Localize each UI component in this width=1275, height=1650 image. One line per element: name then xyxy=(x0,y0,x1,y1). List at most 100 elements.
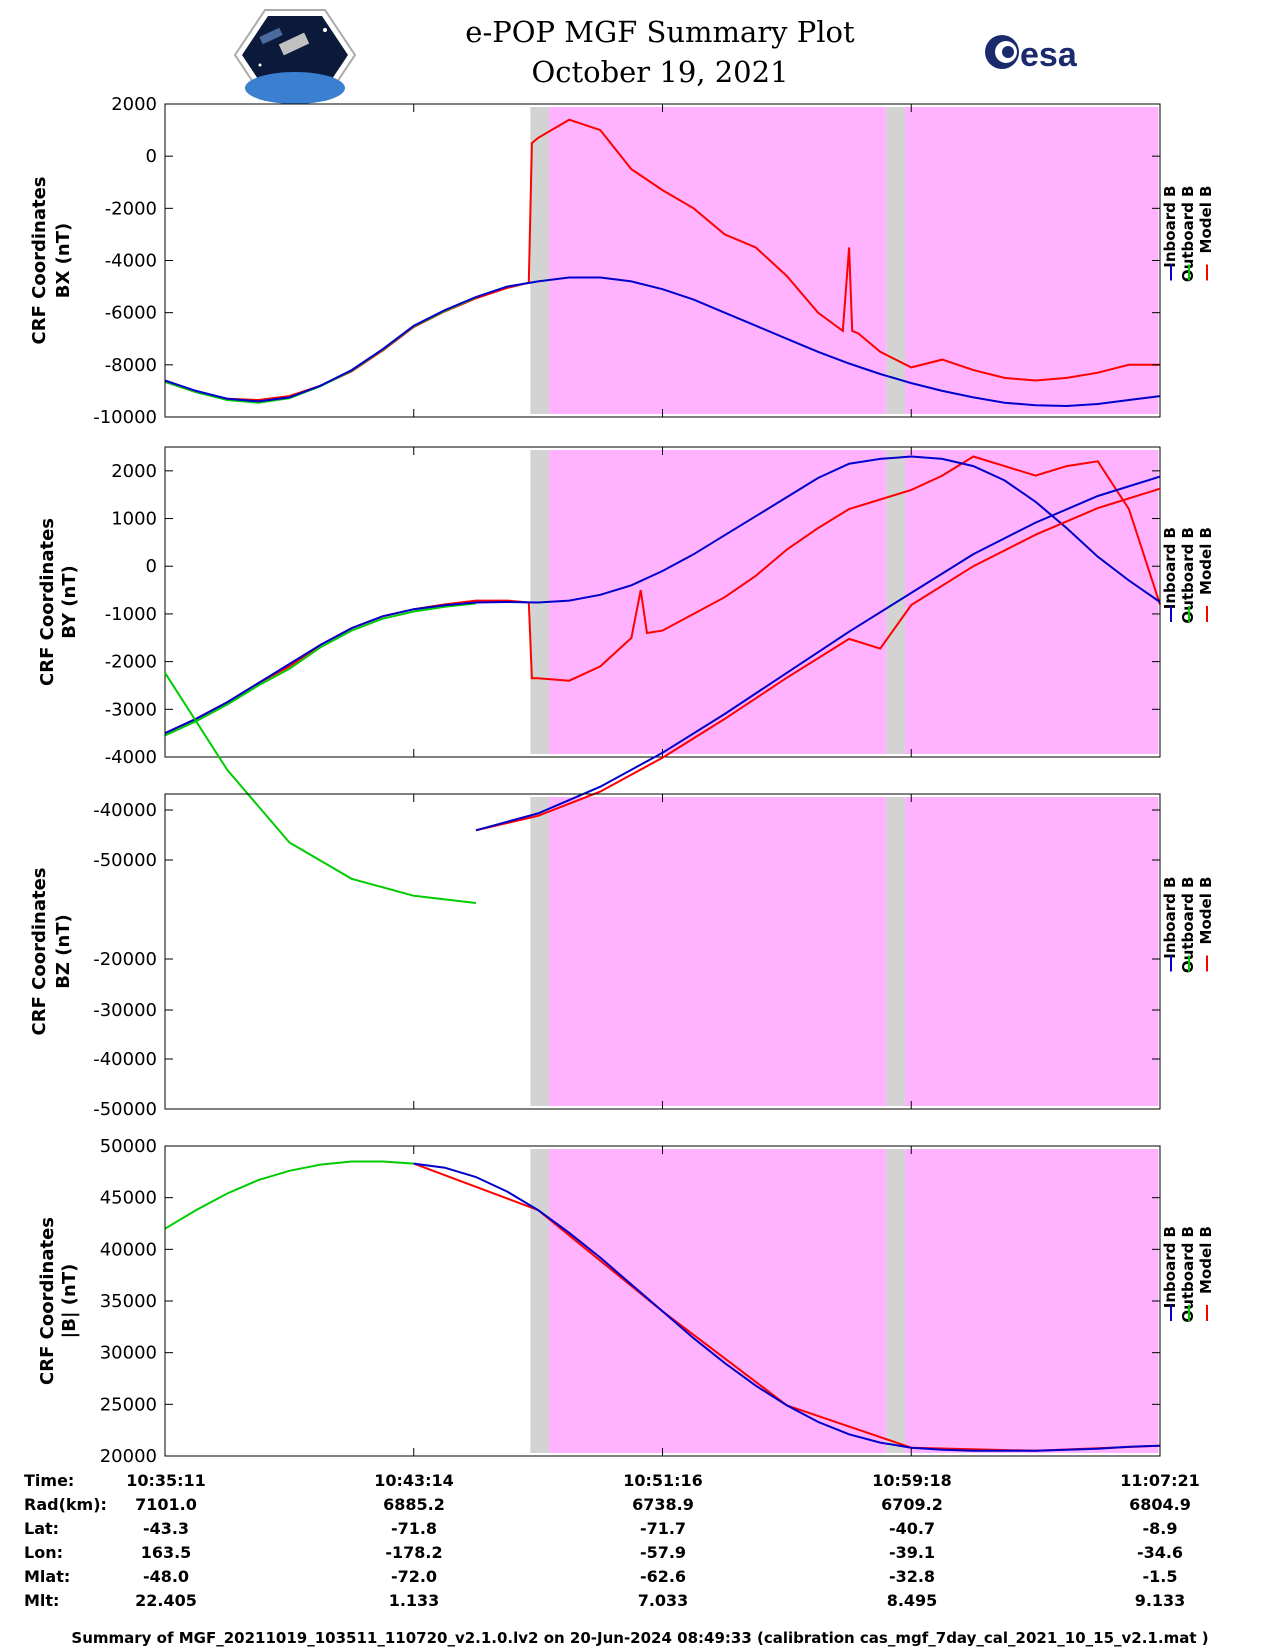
series-line-model-b xyxy=(475,487,1161,832)
series-line-inboard-b xyxy=(475,475,1161,832)
y-tick-label: -6000 xyxy=(105,303,157,324)
magenta-band xyxy=(549,797,887,1106)
y-tick-label: -50000 xyxy=(93,1099,157,1120)
table-row-label: Time: xyxy=(24,1471,74,1490)
panel-by: 2000 1000 0 -1000 -2000 -3000 -4000 CRF Coordin… xyxy=(37,446,1215,768)
ephemeris-table: Time: Rad(km): Lat: Lon: Mlat: Mlt: 10:35:11 71… xyxy=(24,1471,1200,1610)
table-cell: 8.495 xyxy=(887,1591,938,1610)
y-tick-label: -3000 xyxy=(105,699,157,720)
y-axis-label-line-2: BY (nT) xyxy=(59,565,80,639)
table-cell: -39.1 xyxy=(889,1543,935,1562)
table-cell: 163.5 xyxy=(141,1543,192,1562)
table-cell: -43.3 xyxy=(143,1519,189,1538)
y-tick-label: 0 xyxy=(146,146,157,167)
table-row-label: Mlat: xyxy=(24,1567,70,1586)
gray-band xyxy=(530,1149,550,1453)
y-tick-label: 2000 xyxy=(111,94,157,115)
esa-logo: esa xyxy=(985,35,1078,74)
magenta-band xyxy=(549,107,887,414)
table-row-label: Rad(km): xyxy=(24,1495,107,1514)
footer-text: Summary of MGF_20211019_103511_110720_v2… xyxy=(71,1629,1208,1647)
y-axis-label-line-1: CRF Coordinates xyxy=(29,177,50,345)
header: e-POP MGF Summary Plot October 19, 2021 … xyxy=(233,9,1078,104)
y-tick-label: 20000 xyxy=(100,1446,157,1467)
series-line-inboard-b xyxy=(164,276,1161,408)
table-cell: -71.7 xyxy=(640,1519,686,1538)
legend-model-label: Model B xyxy=(1197,877,1215,945)
series-line-outboard-b xyxy=(164,672,477,904)
table-cell: 6738.9 xyxy=(632,1495,694,1514)
legend-outboard-label: Outboard B xyxy=(1179,1226,1197,1323)
table-cell: 1.133 xyxy=(389,1591,440,1610)
series-line-inboard-b xyxy=(164,455,1161,735)
legend-inboard-label: Inboard B xyxy=(1161,186,1179,268)
gray-band xyxy=(886,107,906,414)
legend-outboard-label: Outboard B xyxy=(1179,186,1197,283)
y-tick-label: -40000 xyxy=(93,1049,157,1070)
title-line-1: e-POP MGF Summary Plot xyxy=(465,15,855,49)
y-tick-label: -40000 xyxy=(93,800,157,821)
table-cell: 7101.0 xyxy=(135,1495,197,1514)
magenta-band xyxy=(905,797,1159,1106)
table-row-label: Mlt: xyxy=(24,1591,59,1610)
y-tick-label: -4000 xyxy=(105,251,157,272)
table-cell: -34.6 xyxy=(1137,1543,1183,1562)
y-axis-label-line-2: BZ (nT) xyxy=(53,914,74,989)
table-row-label: Lon: xyxy=(24,1543,63,1562)
table-cell: 6709.2 xyxy=(881,1495,943,1514)
cassiope-mission-logo xyxy=(233,9,357,104)
legend-model-label: Model B xyxy=(1197,527,1215,595)
table-cell: 10:51:16 xyxy=(623,1471,703,1490)
legend-outboard-label: Outboard B xyxy=(1179,527,1197,624)
magenta-band xyxy=(905,1149,1159,1453)
legend-model-label: Model B xyxy=(1197,1226,1215,1294)
y-axis-label-line-1: CRF Coordinates xyxy=(37,1217,58,1385)
legend-model-label: Model B xyxy=(1197,186,1215,254)
table-cell: -8.9 xyxy=(1143,1519,1178,1538)
table-cell: 11:07:21 xyxy=(1120,1471,1200,1490)
table-cell: -48.0 xyxy=(143,1567,189,1586)
table-cell: -40.7 xyxy=(889,1519,935,1538)
table-row-label: Lat: xyxy=(24,1519,59,1538)
y-tick-label: 2000 xyxy=(111,461,157,482)
table-cell: -71.8 xyxy=(391,1519,437,1538)
y-tick-label: -20000 xyxy=(93,949,157,970)
table-cell: -62.6 xyxy=(640,1567,686,1586)
series-line-outboard-b xyxy=(164,602,477,737)
y-axis-label-line-1: CRF Coordinates xyxy=(29,868,50,1036)
legend-outboard-label: Outboard B xyxy=(1179,877,1197,974)
y-tick-label: 1000 xyxy=(111,509,157,530)
gray-band xyxy=(886,1149,906,1453)
y-axis-label-line-2: BX (nT) xyxy=(53,223,74,298)
y-tick-label: 25000 xyxy=(100,1394,157,1415)
table-cell: -57.9 xyxy=(640,1543,686,1562)
y-tick-label: -1000 xyxy=(105,604,157,625)
y-tick-label: 30000 xyxy=(100,1343,157,1364)
table-cell: 6804.9 xyxy=(1129,1495,1191,1514)
table-cell: -1.5 xyxy=(1143,1567,1178,1586)
table-cell: -32.8 xyxy=(889,1567,935,1586)
table-cell: 10:35:11 xyxy=(126,1471,206,1490)
y-axis-label-line-2: |B| (nT) xyxy=(59,1264,80,1339)
gray-band xyxy=(530,797,550,1106)
y-tick-label: -50000 xyxy=(93,850,157,871)
panel-bz: -40000 -50000 -20000 -3000 0 -40000 -50000 CRF … xyxy=(29,475,1215,1120)
y-axis-label-line-1: CRF Coordinates xyxy=(37,518,58,686)
panel-bx: 2000 0 -2000 -4000 -6000 -8000 -10000 CRF Coord… xyxy=(29,94,1215,428)
table-cell: 22.405 xyxy=(135,1591,197,1610)
y-tick-label: 0 xyxy=(146,556,157,577)
y-tick-label: -2000 xyxy=(105,652,157,673)
table-cell: 10:43:14 xyxy=(374,1471,454,1490)
magenta-band xyxy=(905,450,1159,754)
y-tick-label: -8000 xyxy=(105,355,157,376)
magenta-band xyxy=(905,107,1159,414)
y-tick-label: 45000 xyxy=(100,1188,157,1209)
y-tick-label: -4000 xyxy=(105,747,157,768)
title-line-2: October 19, 2021 xyxy=(531,55,788,89)
y-tick-label: 40000 xyxy=(100,1239,157,1260)
gray-band xyxy=(886,797,906,1106)
magenta-band xyxy=(549,1149,887,1453)
esa-logo-text: esa xyxy=(1020,36,1078,74)
table-cell: 7.033 xyxy=(638,1591,689,1610)
